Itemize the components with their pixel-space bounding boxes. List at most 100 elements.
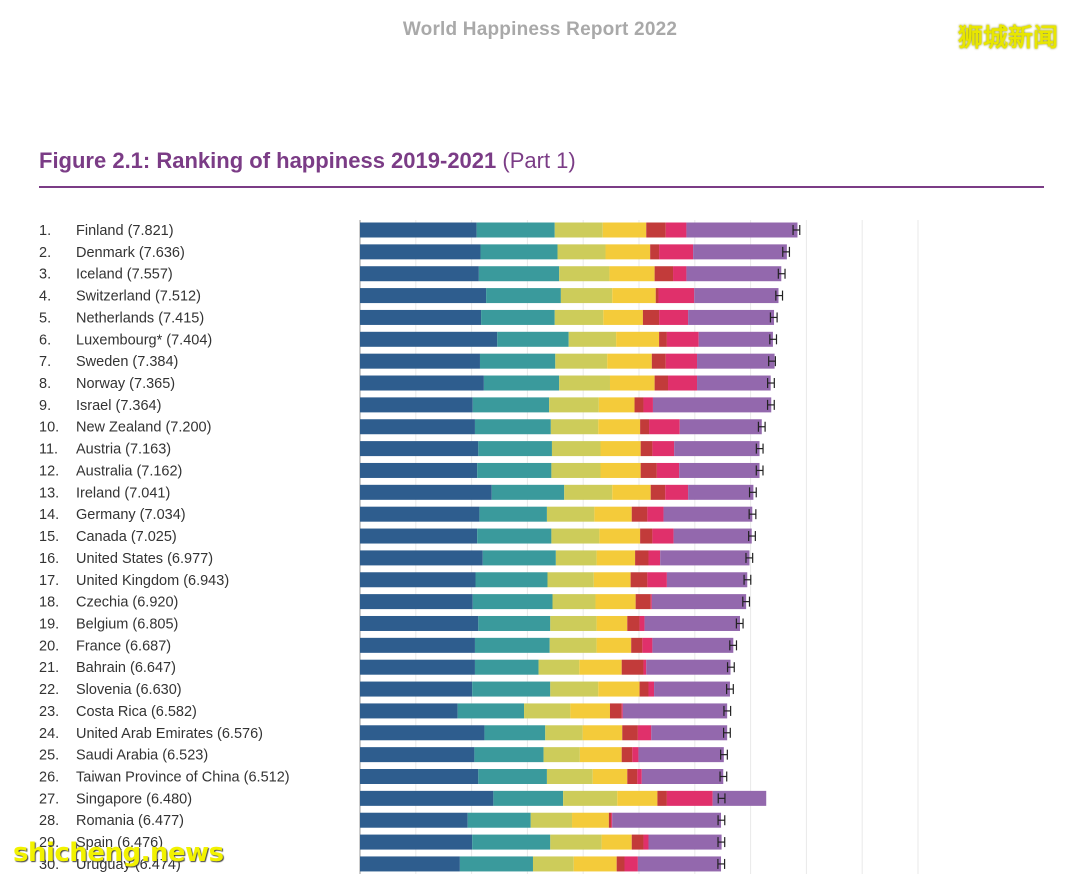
bar-segment: [598, 397, 635, 413]
bar-segment: [530, 812, 573, 828]
rank-label: 29.: [39, 835, 59, 851]
bar-segment: [673, 266, 687, 282]
bar-segment: [600, 462, 641, 478]
bar-segment: [640, 419, 650, 435]
rank-label: 25.: [39, 748, 59, 764]
bar-segment: [579, 659, 622, 675]
bar-segment: [657, 790, 667, 806]
country-label: Australia (7.162): [76, 463, 182, 479]
rank-label: 20.: [39, 638, 59, 654]
bar-segment: [474, 659, 539, 675]
rank-label: 4.: [39, 289, 51, 305]
rank-label: 5.: [39, 310, 51, 326]
bar-segment: [550, 419, 599, 435]
bar-segment: [467, 812, 531, 828]
rank-label: 26.: [39, 770, 59, 786]
bar-segment: [643, 397, 653, 413]
bar-segment: [554, 309, 604, 325]
bar-segment: [560, 288, 613, 304]
bar-segment: [524, 703, 571, 719]
rank-label: 14.: [39, 507, 59, 523]
bar-segment: [486, 288, 561, 304]
bar-segment: [472, 397, 550, 413]
bar-segment: [617, 790, 658, 806]
country-label: Singapore (6.480): [76, 791, 192, 807]
bar-segment: [457, 703, 525, 719]
country-label: Bahrain (6.647): [76, 660, 176, 676]
country-label: Uruguay (6.474): [76, 857, 181, 873]
bar-segment: [650, 244, 660, 260]
rank-label: 8.: [39, 376, 51, 392]
bar-segment: [665, 353, 698, 369]
bar-segment: [573, 856, 617, 872]
bar-segment: [647, 572, 667, 588]
bar-segment: [603, 309, 643, 325]
bar-segment: [596, 637, 632, 653]
bar-segment: [666, 572, 748, 588]
country-label: Sweden (7.384): [76, 354, 178, 370]
bar-segment: [592, 769, 628, 784]
bar-segment: [650, 594, 652, 610]
country-label: United Kingdom (6.943): [76, 573, 229, 589]
bar-segment: [641, 769, 724, 784]
bar-segment: [564, 484, 613, 500]
bar-segment: [474, 747, 544, 763]
bar-segment: [666, 790, 713, 806]
bar-segment: [612, 812, 722, 828]
bar-segment: [659, 244, 694, 260]
bar-segment: [474, 419, 551, 435]
country-label: Belgium (6.805): [76, 616, 178, 632]
bar-segment: [568, 331, 617, 347]
bar-segment: [646, 659, 731, 675]
rank-label: 10.: [39, 420, 59, 436]
country-label: Germany (7.034): [76, 507, 186, 523]
bar-segment: [596, 615, 628, 631]
bar-segment: [478, 266, 560, 282]
bar-segment: [609, 266, 655, 282]
bar-segment: [478, 615, 551, 631]
bar-segment: [491, 484, 565, 500]
bar-segment: [698, 331, 773, 347]
bar-segment: [631, 506, 648, 522]
bar-segment: [650, 484, 666, 500]
rank-label: 30.: [39, 857, 59, 873]
bar-segment: [551, 462, 601, 478]
rank-label: 7.: [39, 354, 51, 370]
bar-segment: [557, 244, 606, 260]
bar-segment: [642, 637, 653, 653]
bar-segment: [550, 615, 597, 631]
bar-segment: [543, 747, 580, 763]
bar-segment: [532, 856, 574, 872]
bar-segment: [596, 550, 636, 566]
bar-segment: [475, 572, 548, 588]
bar-segment: [639, 615, 645, 631]
bar-segment: [654, 375, 669, 391]
rank-label: 17.: [39, 573, 59, 589]
bar-segment: [665, 222, 687, 238]
bar-segment: [551, 441, 601, 457]
bar-segment: [651, 725, 728, 741]
bar-segment: [555, 353, 608, 369]
bar-segment: [612, 484, 651, 500]
bar-segment: [651, 353, 666, 369]
bar-segment: [631, 637, 643, 653]
bar-segment: [649, 419, 680, 435]
bar-segment: [624, 856, 638, 872]
bar-segment: [480, 244, 558, 260]
bar-segment: [607, 353, 652, 369]
rank-label: 16.: [39, 551, 59, 567]
bar-segment: [621, 747, 633, 763]
bar-segment: [647, 506, 664, 522]
bar-segment: [660, 550, 750, 566]
bar-segment: [360, 484, 492, 500]
bar-segment: [360, 506, 480, 522]
bar-segment: [360, 397, 473, 413]
bar-segment: [360, 594, 473, 610]
bar-segment: [360, 375, 484, 391]
bar-segment: [688, 484, 754, 500]
rank-label: 28.: [39, 813, 59, 829]
bar-segment: [656, 462, 680, 478]
bar-segment: [637, 725, 652, 741]
bar-segment: [572, 812, 609, 828]
